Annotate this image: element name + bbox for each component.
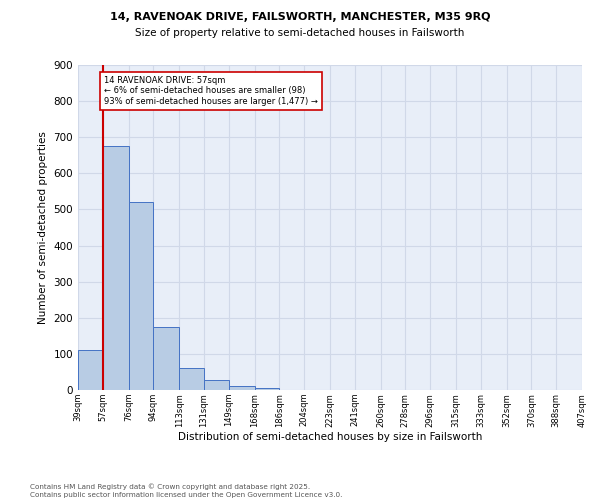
Bar	[128, 202, 154, 390]
Bar	[103, 146, 128, 390]
Bar	[179, 368, 204, 390]
Bar	[154, 327, 179, 390]
Bar	[229, 386, 254, 390]
Text: Size of property relative to semi-detached houses in Failsworth: Size of property relative to semi-detach…	[136, 28, 464, 38]
Text: 14 RAVENOAK DRIVE: 57sqm
← 6% of semi-detached houses are smaller (98)
93% of se: 14 RAVENOAK DRIVE: 57sqm ← 6% of semi-de…	[104, 76, 318, 106]
Text: Contains HM Land Registry data © Crown copyright and database right 2025.
Contai: Contains HM Land Registry data © Crown c…	[30, 484, 343, 498]
Bar	[78, 350, 103, 390]
Y-axis label: Number of semi-detached properties: Number of semi-detached properties	[38, 131, 48, 324]
Bar	[204, 380, 229, 390]
X-axis label: Distribution of semi-detached houses by size in Failsworth: Distribution of semi-detached houses by …	[178, 432, 482, 442]
Bar	[254, 388, 280, 390]
Text: 14, RAVENOAK DRIVE, FAILSWORTH, MANCHESTER, M35 9RQ: 14, RAVENOAK DRIVE, FAILSWORTH, MANCHEST…	[110, 12, 490, 22]
